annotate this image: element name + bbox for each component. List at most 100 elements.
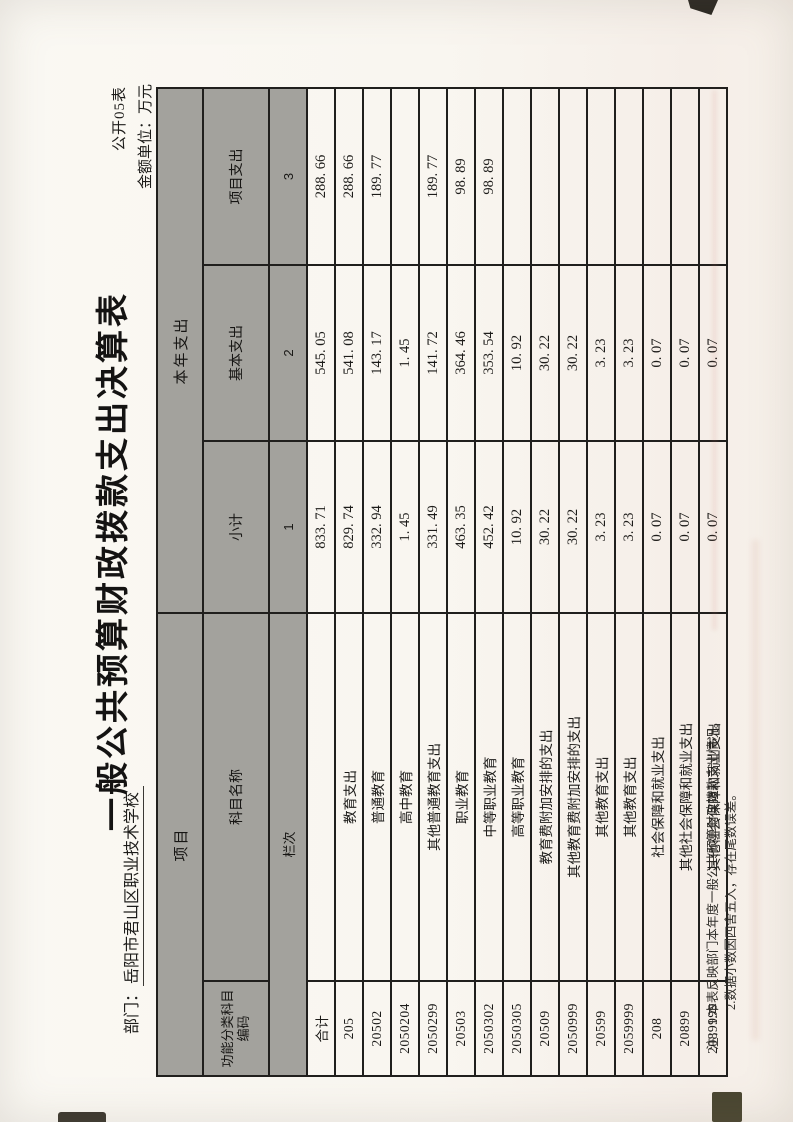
form-number-label: 公开05表	[112, 86, 128, 152]
table-row: 20899 其他社会保障和就业支出 0. 07 0. 07	[671, 87, 699, 1076]
table-row: 合计 833. 71 545. 05 288. 66	[307, 87, 335, 1076]
basic-cell: 3. 23	[615, 264, 643, 441]
code-cell: 20899	[671, 981, 699, 1076]
table-row: 2050999 其他教育费附加安排的支出 30. 22 30. 22	[559, 87, 587, 1076]
name-cell	[307, 612, 335, 981]
project-cell: 288. 66	[307, 87, 335, 265]
basic-cell: 30. 22	[531, 264, 559, 441]
column-number-2: 2	[269, 264, 307, 441]
subtotal-cell: 0. 07	[643, 440, 671, 613]
name-cell: 其他教育费附加安排的支出	[559, 612, 587, 981]
basic-cell: 545. 05	[307, 264, 335, 441]
code-cell: 20503	[447, 981, 475, 1076]
code-cell: 20509	[531, 981, 559, 1076]
table-row: 20502 普通教育 332. 94 143. 17 189. 77	[363, 87, 391, 1076]
project-cell	[671, 87, 699, 265]
code-cell: 20502	[363, 981, 391, 1076]
project-cell	[391, 87, 419, 265]
table-row: 2050299 其他普通教育支出 331. 49 141. 72 189. 77	[419, 87, 447, 1076]
basic-cell: 143. 17	[363, 264, 391, 441]
subtotal-cell: 10. 92	[503, 440, 531, 613]
basic-cell: 1. 45	[391, 264, 419, 441]
name-cell: 其他普通教育支出	[419, 612, 447, 981]
header-row-lanci: 栏次 1 2 3	[269, 87, 307, 1076]
name-cell: 其他教育支出	[615, 612, 643, 981]
scan-artifact-edge	[58, 1112, 106, 1122]
project-cell: 189. 77	[363, 87, 391, 265]
department-name: 岳阳市君山区职业技术学校	[124, 785, 144, 986]
column-header-code-text: 功能分类科目编码	[219, 989, 251, 1068]
footnote-1: 注：1.本表反映部门本年度一般公共预算财政拨款支出情况。	[706, 715, 720, 1050]
lanci-label: 栏次	[269, 612, 307, 1076]
subtotal-cell: 829. 74	[335, 440, 363, 613]
project-group-header: 项目	[157, 612, 203, 1076]
project-cell: 189. 77	[419, 87, 447, 265]
basic-cell: 364. 46	[447, 264, 475, 441]
code-cell: 205	[335, 981, 363, 1076]
name-cell: 教育费附加安排的支出	[531, 612, 559, 981]
subtotal-cell: 3. 23	[587, 440, 615, 613]
basic-cell: 353. 54	[475, 264, 503, 441]
name-cell: 其他教育支出	[587, 612, 615, 981]
ink-bleed-mark	[752, 540, 759, 1040]
name-cell: 其他社会保障和就业支出	[671, 612, 699, 981]
header-row-columns: 功能分类科目编码 科目名称 小计 基本支出 项目支出	[203, 87, 269, 1076]
basic-cell: 10. 92	[503, 264, 531, 441]
subtotal-cell: 30. 22	[531, 440, 559, 613]
table-row: 20509 教育费附加安排的支出 30. 22 30. 22	[531, 87, 559, 1076]
subtotal-cell: 452. 42	[475, 440, 503, 613]
project-cell: 98. 89	[447, 87, 475, 265]
basic-cell: 3. 23	[587, 264, 615, 441]
code-cell: 2050999	[559, 981, 587, 1076]
table-row: 2050305 高等职业教育 10. 92 10. 92	[503, 87, 531, 1076]
column-header-code: 功能分类科目编码	[203, 981, 269, 1076]
column-header-basic: 基本支出	[203, 264, 269, 441]
subtotal-cell: 0. 07	[671, 440, 699, 613]
subtotal-cell: 332. 94	[363, 440, 391, 613]
project-cell	[503, 87, 531, 265]
footnotes: 注：1.本表反映部门本年度一般公共预算财政拨款支出情况。 2.数据小数因四舍五入…	[704, 716, 740, 1050]
name-cell: 社会保障和就业支出	[643, 612, 671, 981]
code-cell: 208	[643, 981, 671, 1076]
code-cell: 2050305	[503, 981, 531, 1076]
footnote-2: 2.数据小数因四舍五入，存在尾数误差。	[724, 788, 738, 1010]
column-number-3: 3	[269, 87, 307, 265]
project-cell	[615, 87, 643, 265]
code-cell: 2050204	[391, 981, 419, 1076]
project-cell: 98. 89	[475, 87, 503, 265]
amount-unit-label: 金额单位：万元	[138, 84, 154, 190]
subtotal-cell: 3. 23	[615, 440, 643, 613]
basic-cell: 0. 07	[671, 264, 699, 441]
table-row: 20599 其他教育支出 3. 23 3. 23	[587, 87, 615, 1076]
project-cell	[531, 87, 559, 265]
table-row: 208 社会保障和就业支出 0. 07 0. 07	[643, 87, 671, 1076]
basic-cell: 0. 07	[643, 264, 671, 441]
subtotal-cell: 833. 71	[307, 440, 335, 613]
code-cell: 2050299	[419, 981, 447, 1076]
code-cell: 2050302	[475, 981, 503, 1076]
basic-cell: 141. 72	[419, 264, 447, 441]
column-header-project: 项目支出	[203, 87, 269, 265]
column-header-name: 科目名称	[203, 612, 269, 981]
basic-cell: 30. 22	[559, 264, 587, 441]
table-row: 2059999 其他教育支出 3. 23 3. 23	[615, 87, 643, 1076]
name-cell: 职业教育	[447, 612, 475, 981]
name-cell: 高中教育	[391, 612, 419, 981]
project-cell	[643, 87, 671, 265]
department-label: 部门：	[124, 985, 141, 1034]
subtotal-cell: 463. 35	[447, 440, 475, 613]
table-row: 205 教育支出 829. 74 541. 08 288. 66	[335, 87, 363, 1076]
table-row: 2050204 高中教育 1. 45 1. 45	[391, 87, 419, 1076]
ink-bleed-mark	[712, 90, 717, 630]
department-line: 部门：岳阳市君山区职业技术学校	[118, 785, 144, 1034]
subtotal-cell: 30. 22	[559, 440, 587, 613]
project-cell: 288. 66	[335, 87, 363, 265]
column-number-1: 1	[269, 440, 307, 613]
name-cell: 教育支出	[335, 612, 363, 981]
basic-cell: 541. 08	[335, 264, 363, 441]
column-header-subtotal: 小计	[203, 440, 269, 613]
table-row: 2050302 中等职业教育 452. 42 353. 54 98. 89	[475, 87, 503, 1076]
name-cell: 普通教育	[363, 612, 391, 981]
